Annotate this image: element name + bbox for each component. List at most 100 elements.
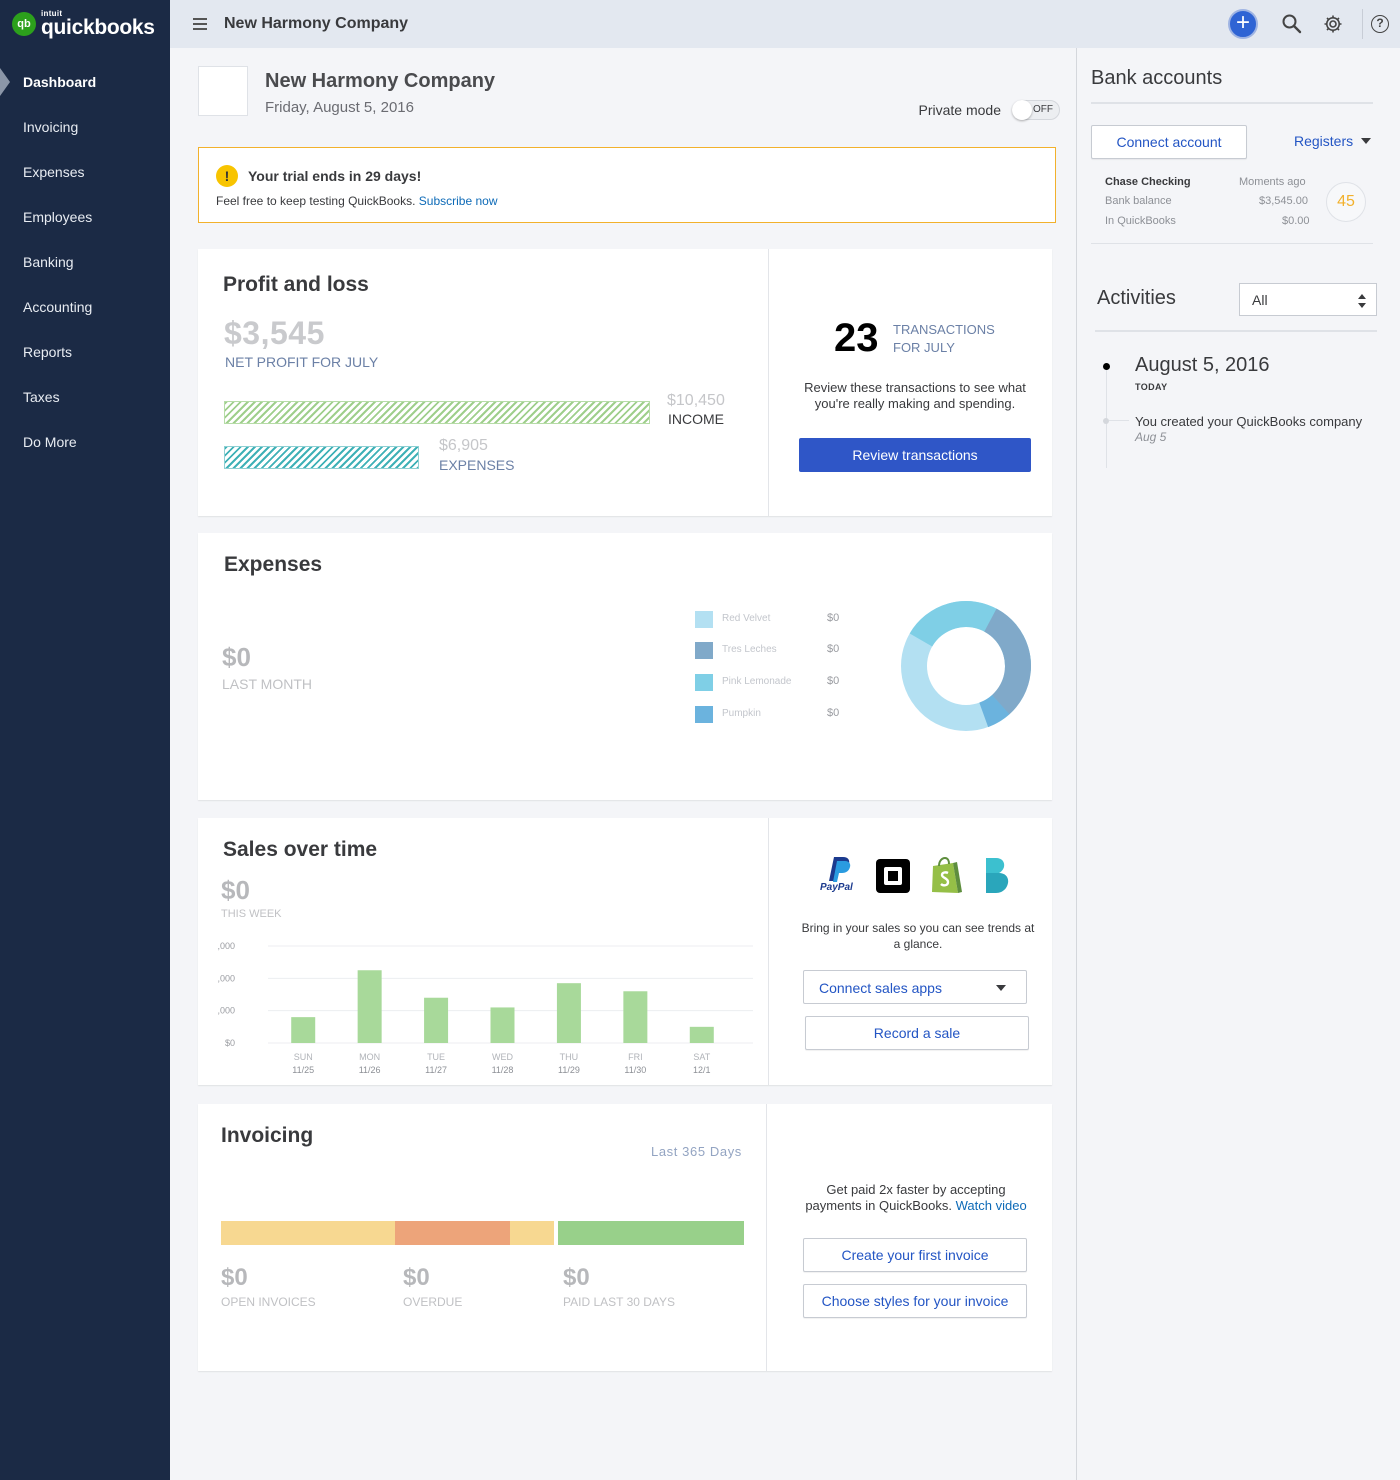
activities-filter-select[interactable]: All	[1239, 283, 1377, 316]
sidebar-item-banking[interactable]: Banking	[23, 254, 74, 270]
sidebar-item-dashboard[interactable]: Dashboard	[0, 60, 170, 105]
legend-value: $0	[827, 612, 840, 624]
company-name: New Harmony Company	[265, 70, 496, 92]
x-tick-label: TUE	[427, 1052, 445, 1062]
income-bar[interactable]	[224, 401, 650, 424]
help-icon[interactable]: ?	[1371, 15, 1389, 33]
plus-icon[interactable]: +	[1228, 9, 1258, 39]
activities-title: Activities	[1097, 287, 1176, 309]
paypal-icon[interactable]: PayPal	[820, 856, 862, 896]
header-actions: + ?	[1228, 0, 1400, 48]
registers-dropdown[interactable]: Registers	[1294, 133, 1354, 149]
sales-amount: $0	[221, 875, 250, 905]
y-tick-label: $2,000	[218, 973, 235, 983]
sidebar-item-accounting[interactable]: Accounting	[23, 299, 93, 315]
expenses-donut-chart[interactable]	[899, 599, 1033, 733]
expenses-bar[interactable]	[224, 446, 419, 469]
sidebar: qb intuit quickbooks Dashboard Invoicing…	[0, 0, 170, 1480]
account-updated: Moments ago	[1239, 176, 1306, 188]
account-name[interactable]: Chase Checking	[1105, 176, 1191, 188]
expenses-title: Expenses	[224, 553, 323, 576]
sales-period: THIS WEEK	[221, 908, 282, 920]
create-invoice-button[interactable]: Create your first invoice	[803, 1238, 1027, 1272]
sidebar-item-do-more[interactable]: Do More	[23, 434, 77, 450]
to-review-badge[interactable]: 45	[1326, 182, 1366, 222]
connect-sales-apps-dropdown[interactable]: Connect sales apps	[803, 970, 1027, 1004]
sales-bar[interactable]	[623, 991, 648, 1043]
choose-styles-button[interactable]: Choose styles for your invoice	[803, 1284, 1027, 1318]
sales-bar[interactable]	[689, 1026, 714, 1043]
divider	[1091, 102, 1373, 104]
company-logo-placeholder[interactable]	[198, 66, 248, 116]
profit-loss-title: Profit and loss	[223, 273, 369, 296]
y-tick-label: $3,000	[218, 941, 235, 951]
invoicing-range[interactable]: Last 365 Days	[651, 1144, 742, 1159]
bigcommerce-icon[interactable]	[982, 856, 1012, 896]
review-transactions-button[interactable]: Review transactions	[799, 438, 1031, 472]
logo-wordmark: intuit quickbooks	[41, 10, 155, 39]
private-mode-toggle[interactable]: OFF	[1012, 100, 1060, 120]
legend-item: Tres Leches $0	[695, 642, 845, 660]
trial-text: Feel free to keep testing QuickBooks. Su…	[216, 194, 498, 208]
y-tick-label: $0	[225, 1038, 235, 1048]
connect-account-button[interactable]: Connect account	[1091, 125, 1247, 159]
expenses-value: $6,905	[439, 437, 488, 454]
sales-description: Bring in your sales so you can see trend…	[801, 921, 1035, 951]
x-tick-label: THU	[560, 1052, 579, 1062]
paid-amount: $0	[563, 1264, 590, 1291]
trial-banner: ! Your trial ends in 29 days! Feel free …	[198, 147, 1056, 223]
shopify-icon[interactable]	[928, 856, 962, 896]
trial-title: Your trial ends in 29 days!	[248, 168, 422, 184]
x-tick-label: MON	[359, 1052, 380, 1062]
donut-segment-pumpkin	[901, 601, 1031, 731]
activity-date: August 5, 2016	[1135, 354, 1270, 376]
record-sale-button[interactable]: Record a sale	[805, 1016, 1029, 1050]
x-tick-date: 11/25	[292, 1065, 314, 1075]
x-tick-date: 11/27	[425, 1065, 447, 1075]
toggle-state: OFF	[1033, 104, 1053, 115]
sales-bar[interactable]	[291, 1017, 316, 1043]
watch-video-link[interactable]: Watch video	[955, 1198, 1027, 1213]
timeline-dot	[1103, 363, 1110, 370]
invoicing-card: Invoicing Last 365 Days $0 OPEN INVOICES…	[198, 1104, 1052, 1371]
income-label: INCOME	[668, 411, 724, 427]
transactions-count: 23	[834, 316, 879, 360]
sales-bar[interactable]	[556, 983, 581, 1043]
sidebar-item-invoicing[interactable]: Invoicing	[23, 119, 79, 135]
legend-value: $0	[827, 643, 840, 655]
x-tick-date: 12/1	[693, 1065, 711, 1075]
card-divider	[768, 249, 769, 516]
y-tick-label: $1,000	[218, 1006, 235, 1016]
dashboard-main: New Harmony Company Friday, August 5, 20…	[170, 48, 1076, 1480]
x-tick-label: WED	[492, 1052, 513, 1062]
timeline-connector	[1109, 420, 1129, 421]
sidebar-item-reports[interactable]: Reports	[23, 344, 73, 360]
activity-event[interactable]: You created your QuickBooks company	[1135, 414, 1363, 429]
sidebar-item-employees[interactable]: Employees	[23, 209, 93, 225]
divider	[1095, 330, 1377, 332]
search-icon[interactable]	[1280, 12, 1304, 36]
transactions-label: TRANSACTIONS FOR JULY	[893, 321, 1033, 357]
invoice-bar-unbilled[interactable]	[221, 1221, 395, 1245]
sales-bar[interactable]	[357, 970, 382, 1043]
bank-balance-value: $3,545.00	[1259, 195, 1308, 207]
in-quickbooks-value: $0.00	[1282, 215, 1310, 227]
company-date: Friday, August 5, 2016	[265, 99, 414, 116]
x-tick-label: SAT	[693, 1052, 710, 1062]
sales-bar[interactable]	[424, 997, 449, 1043]
subscribe-link[interactable]: Subscribe now	[418, 194, 498, 208]
profit-loss-card: Profit and loss $3,545 NET PROFIT FOR JU…	[198, 249, 1052, 516]
review-description: Review these transactions to see what yo…	[804, 380, 1026, 411]
gear-icon[interactable]	[1321, 12, 1345, 36]
sidebar-item-expenses[interactable]: Expenses	[23, 164, 85, 180]
invoice-bar-overdue[interactable]	[395, 1221, 510, 1245]
activity-event-date: Aug 5	[1135, 430, 1167, 444]
sidebar-item-taxes[interactable]: Taxes	[23, 389, 60, 405]
invoice-bar-open[interactable]	[510, 1221, 554, 1245]
paid-label: PAID LAST 30 DAYS	[563, 1295, 676, 1309]
quickbooks-logo[interactable]: qb intuit quickbooks	[0, 0, 170, 48]
sales-bar[interactable]	[490, 1007, 515, 1043]
square-icon[interactable]	[876, 859, 910, 893]
invoice-bar-paid[interactable]	[558, 1221, 744, 1245]
menu-icon[interactable]	[193, 18, 207, 30]
